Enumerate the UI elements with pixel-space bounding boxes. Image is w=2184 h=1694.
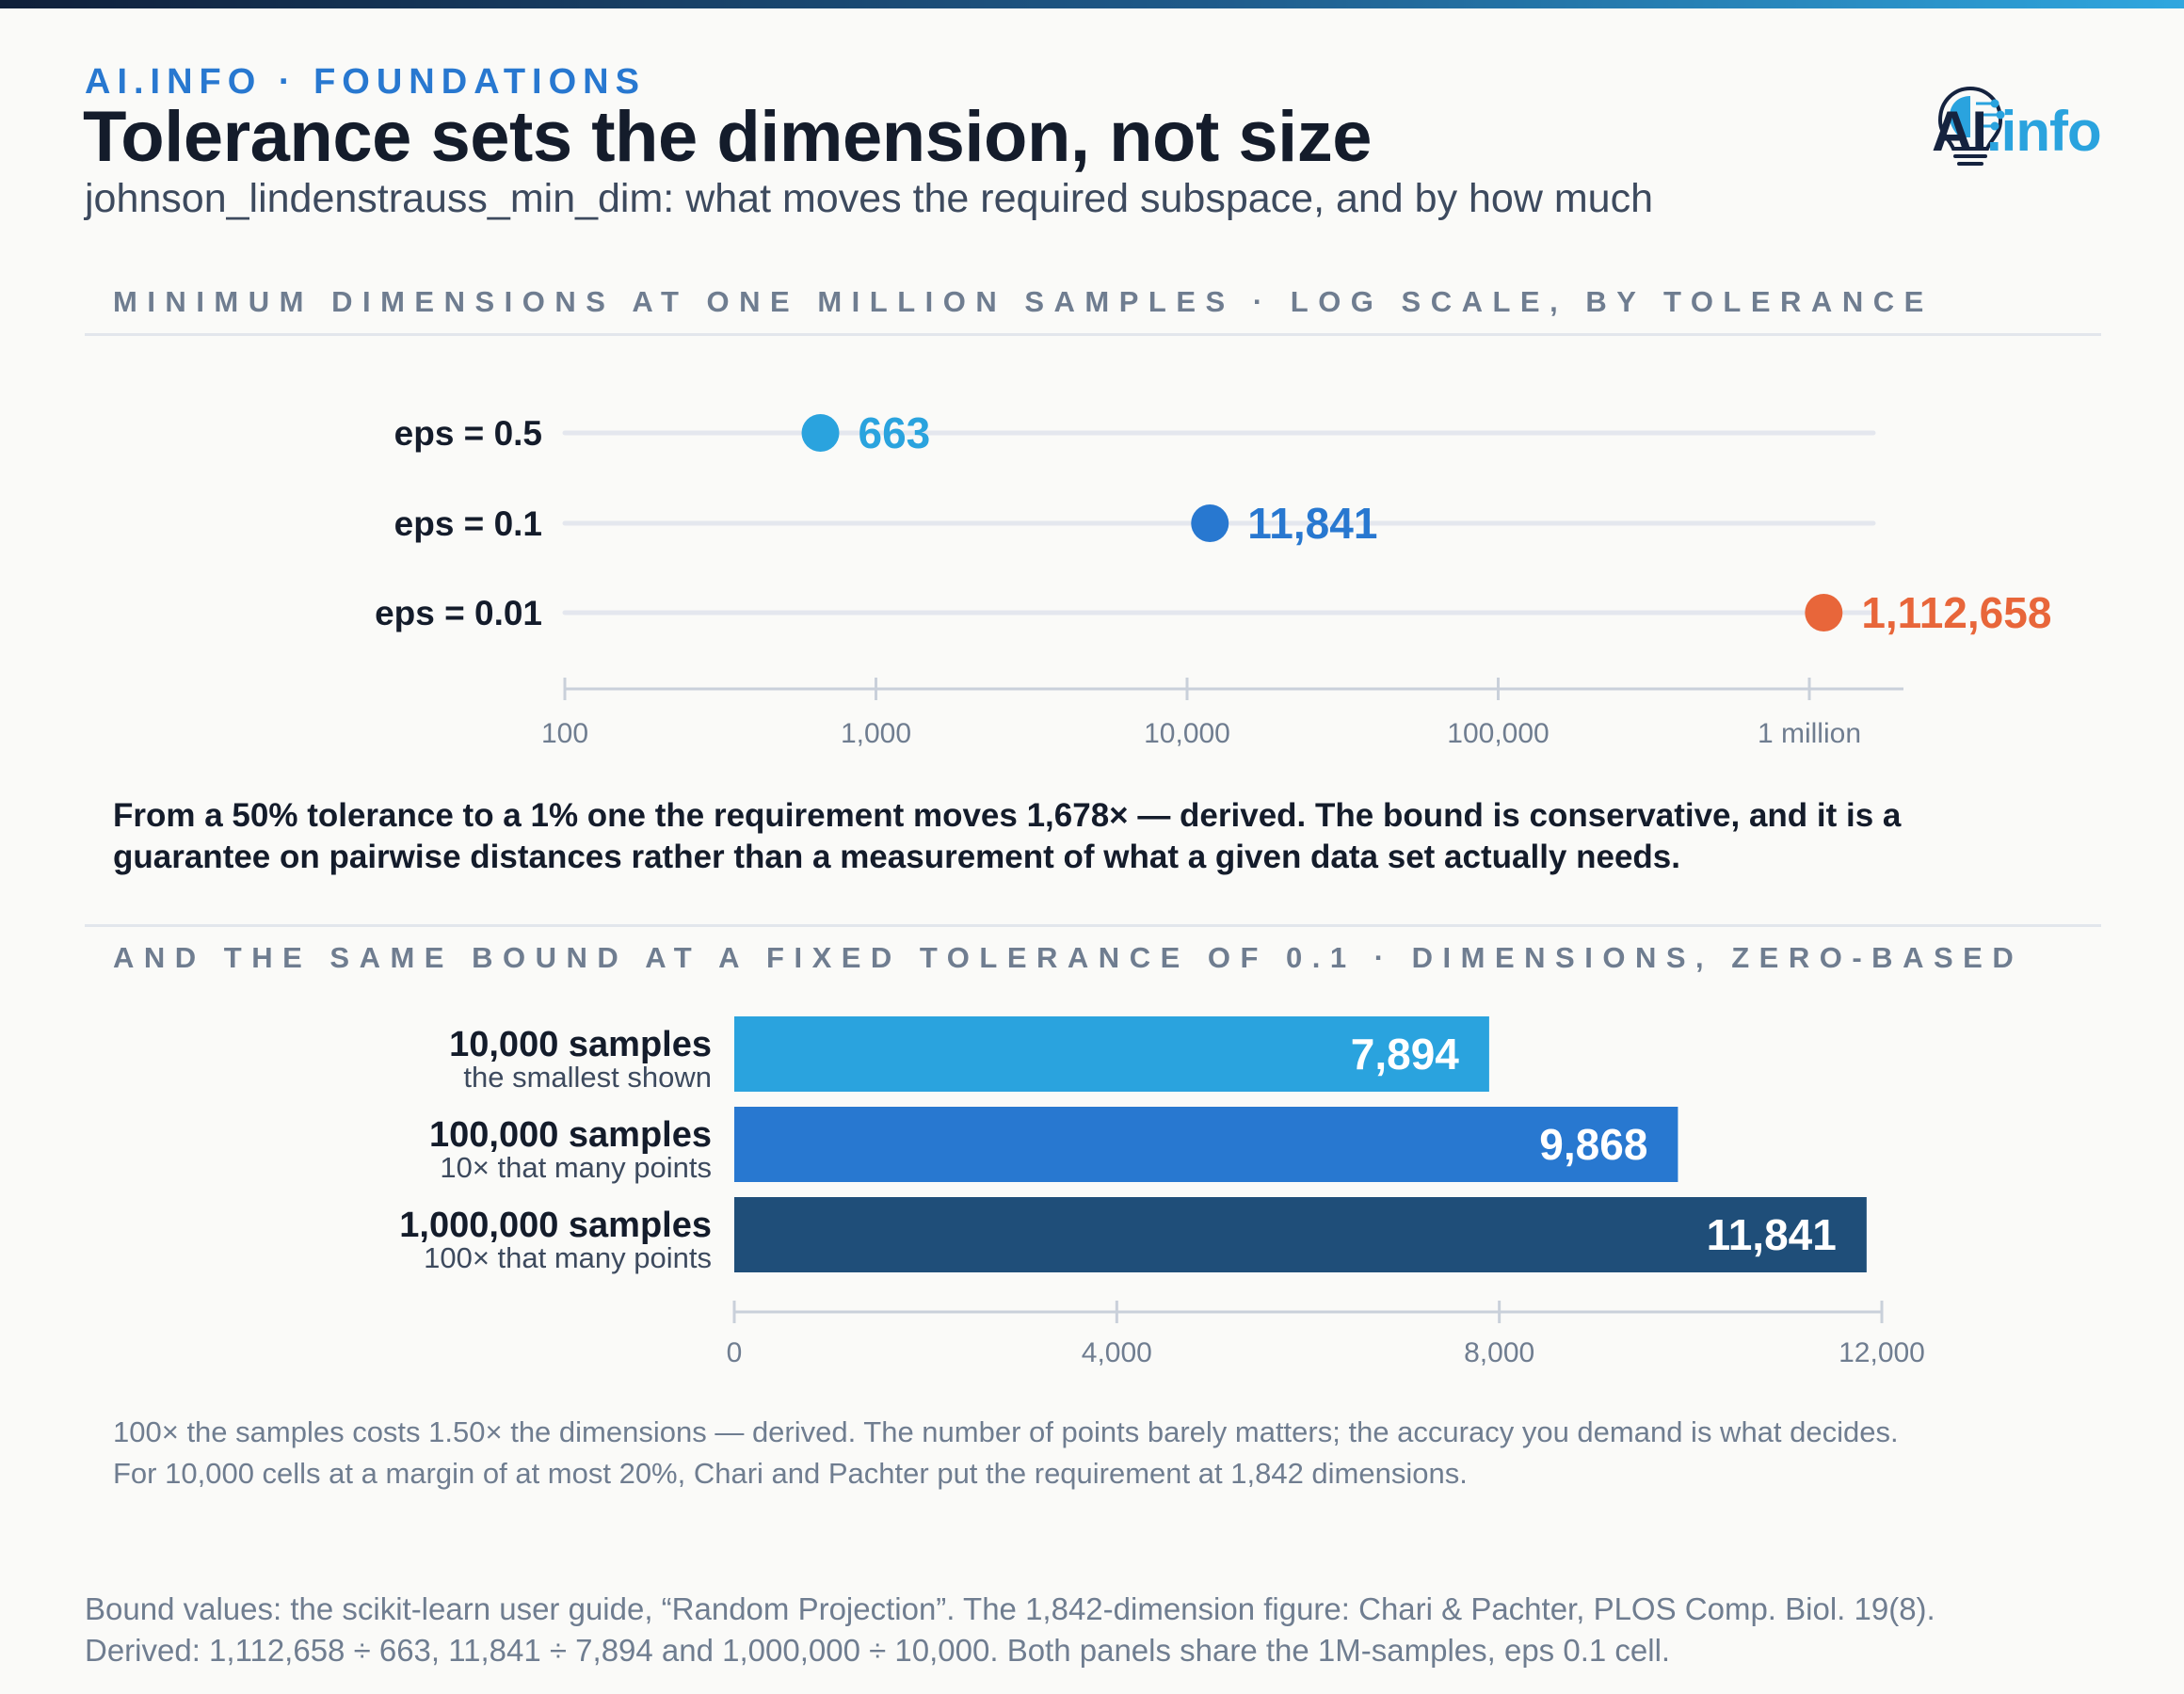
category-label: 10,000 samples: [449, 1025, 712, 1064]
x-tick-label: 100: [541, 718, 588, 749]
bar-value-label: 9,868: [1539, 1120, 1647, 1169]
logo-wordmark: AI.info: [1932, 99, 2102, 164]
footer-line-derived: Derived: 1,112,658 ÷ 663, 11,841 ÷ 7,894…: [85, 1633, 1671, 1668]
x-tick-label: 8,000: [1464, 1337, 1534, 1368]
source-footer: Bound values: the scikit-learn user guid…: [85, 1589, 2156, 1671]
footer-line-sources: Bound values: the scikit-learn user guid…: [85, 1591, 1935, 1626]
section-heading-samples: AND THE SAME BOUND AT A FIXED TOLERANCE …: [113, 941, 2024, 974]
kicker: AI.INFO · FOUNDATIONS: [85, 62, 646, 102]
bar-value-label: 7,894: [1351, 1030, 1460, 1079]
x-tick-label: 12,000: [1839, 1337, 1925, 1368]
category-note: 100× that many points: [424, 1241, 712, 1274]
brain-lightbulb-icon: [1937, 86, 2005, 166]
tolerance-dot-chart: eps = 0.5 663 eps = 0.1 11,841 eps = 0.01 1,1…: [375, 408, 2051, 749]
data-point: [801, 414, 840, 452]
x-tick-label: 1 million: [1758, 718, 1861, 749]
divider: [85, 924, 2101, 927]
top-accent-bar: [0, 0, 2184, 8]
category-label: eps = 0.1: [394, 504, 542, 543]
data-point: [1805, 594, 1843, 631]
x-tick-label: 10,000: [1144, 718, 1230, 749]
logo-text-ai: AI: [1932, 100, 1987, 163]
samples-note: 100× the samples costs 1.50× the dimensi…: [113, 1415, 1899, 1490]
data-label: 11,841: [1247, 499, 1377, 548]
data-point: [1191, 504, 1229, 542]
x-tick-label: 0: [727, 1337, 743, 1368]
x-tick-label: 1,000: [841, 718, 911, 749]
logo-text-info: .info: [1986, 100, 2102, 163]
bar: [734, 1197, 1867, 1272]
category-note: the smallest shown: [463, 1061, 712, 1094]
category-note: 10× that many points: [440, 1151, 712, 1184]
bar-value-label: 11,841: [1707, 1210, 1837, 1259]
category-label: eps = 0.01: [375, 594, 542, 632]
data-label: 1,112,658: [1861, 588, 2051, 637]
page-subtitle: johnson_lindenstrauss_min_dim: what move…: [85, 176, 1653, 221]
category-label: 100,000 samples: [429, 1115, 712, 1155]
category-label: 1,000,000 samples: [399, 1206, 712, 1245]
x-tick-label: 100,000: [1447, 718, 1549, 749]
data-label: 663: [859, 408, 931, 457]
tolerance-note: From a 50% tolerance to a 1% one the req…: [113, 797, 1902, 875]
bar: [734, 1107, 1678, 1182]
divider: [85, 333, 2101, 336]
page-title: Tolerance sets the dimension, not size: [83, 97, 1373, 177]
category-label: eps = 0.5: [394, 414, 542, 453]
bar: [734, 1016, 1489, 1092]
x-tick-label: 4,000: [1082, 1337, 1152, 1368]
section-heading-tolerance: MINIMUM DIMENSIONS AT ONE MILLION SAMPLE…: [113, 285, 1934, 318]
